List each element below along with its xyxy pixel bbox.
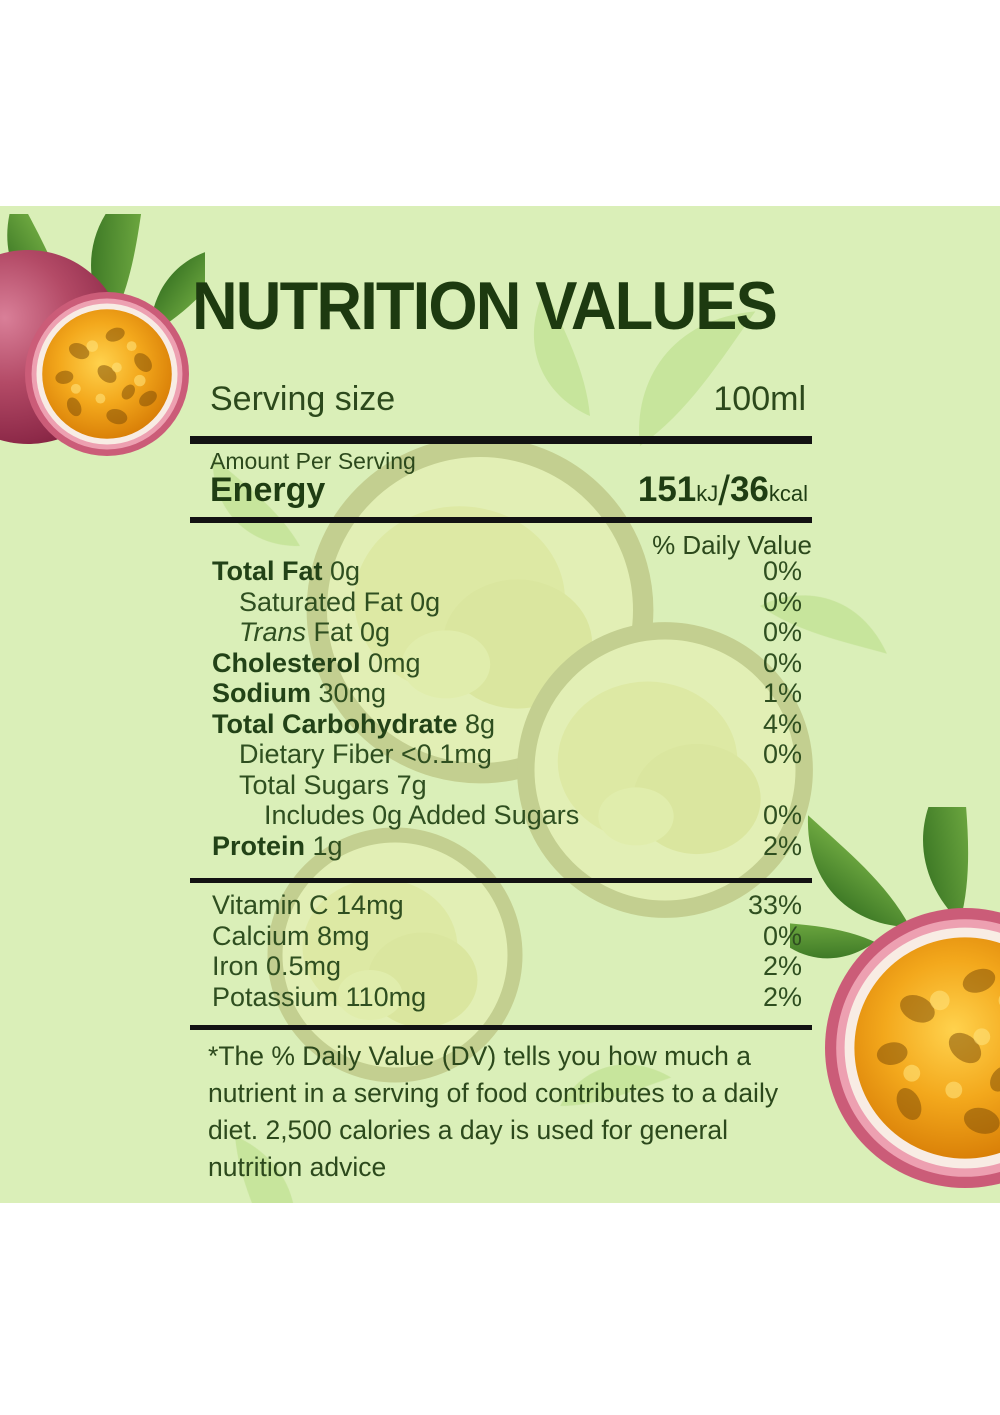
nutrient-row: Calcium 8mg 0% — [190, 921, 812, 952]
nutrient-row: Vitamin C 14mg 33% — [190, 890, 812, 921]
nutrient-name: Saturated Fat 0g — [239, 586, 441, 617]
nutrient-daily-value: 4% — [762, 708, 802, 739]
energy-value: 151kJ/36kcal — [638, 467, 808, 515]
passion-fruit-top-left-image — [0, 214, 205, 456]
nutrient-name: Calcium 8mg — [212, 920, 370, 951]
nutrient-row: Dietary Fiber <0.1mg 0% — [190, 739, 812, 770]
page-title: NUTRITION VALUES — [192, 268, 778, 344]
nutrient-name: Dietary Fiber <0.1mg — [239, 739, 492, 769]
passion-fruit-bottom-right-image — [790, 807, 1000, 1188]
nutrient-row: Sodium 30mg 1% — [190, 678, 812, 709]
energy-label: Energy — [210, 471, 326, 509]
energy-kj-unit: kJ — [696, 481, 719, 506]
nutrient-row: Iron 0.5mg 2% — [190, 951, 812, 982]
label-green-background: NUTRITION VALUES Serving size 100ml Amou… — [0, 206, 1000, 1203]
nutrient-name: Includes 0g Added Sugars — [264, 800, 580, 830]
nutrient-daily-value: 0% — [762, 800, 802, 830]
nutrient-daily-value: 0% — [762, 586, 802, 617]
nutrient-daily-value: 2% — [762, 951, 802, 981]
nutrient-row: Total Fat 0g 0% — [190, 556, 812, 587]
nutrient-name: Total Carbohydrate 8g — [212, 708, 496, 739]
nutrient-row: Potassium 110mg 2% — [190, 982, 812, 1013]
daily-value-footnote: *The % Daily Value (DV) tells you how mu… — [208, 1041, 779, 1182]
nutrient-daily-value: 2% — [762, 981, 802, 1012]
energy-row: Energy 151kJ/36kcal — [190, 467, 812, 515]
nutrient-name: Total Fat 0g — [212, 556, 361, 586]
energy-slash: / — [718, 467, 730, 514]
nutrient-name: Cholesterol 0mg — [212, 647, 421, 678]
serving-size-value: 100ml — [713, 380, 806, 418]
nutrient-daily-value: 0% — [762, 739, 802, 769]
nutrient-row: Saturated Fat 0g 0% — [190, 587, 812, 618]
nutrient-row: Includes 0g Added Sugars 0% — [190, 800, 812, 831]
nutrient-daily-value: 2% — [762, 830, 802, 861]
nutrient-name: Sodium 30mg — [212, 678, 387, 708]
nutrient-daily-value: 0% — [762, 647, 802, 678]
nutrient-daily-value: 0% — [762, 617, 802, 647]
divider-under-protein — [190, 878, 812, 883]
nutrient-daily-value: 0% — [762, 920, 802, 951]
divider-under-energy — [190, 517, 812, 523]
serving-size-label: Serving size — [210, 380, 396, 418]
nutrient-row: Protein 1g 2% — [190, 831, 812, 862]
nutrient-row: Total Carbohydrate 8g 4% — [190, 709, 812, 740]
energy-kcal-value: 36 — [729, 470, 769, 509]
serving-size-row: Serving size 100ml — [190, 380, 812, 419]
amount-per-serving-label: Amount Per Serving — [210, 448, 416, 474]
divider-under-minerals — [190, 1025, 812, 1030]
nutrient-name: Iron 0.5mg — [212, 951, 342, 981]
nutrient-daily-value: 0% — [762, 556, 802, 586]
divider-thick-top — [190, 436, 812, 444]
nutrient-row: Cholesterol 0mg 0% — [190, 648, 812, 679]
energy-kj-value: 151 — [637, 470, 697, 509]
nutrient-daily-value: 33% — [747, 890, 802, 920]
nutrient-daily-value: 1% — [762, 678, 802, 708]
daily-value-header: % Daily Value — [652, 530, 812, 560]
nutrient-row: Total Sugars 7g — [190, 770, 812, 801]
nutrient-row: Trans Fat 0g 0% — [190, 617, 812, 648]
nutrient-name: Potassium 110mg — [212, 981, 427, 1012]
nutrient-rows: Total Fat 0g 0% Saturated Fat 0g 0% Trans Fa… — [190, 556, 812, 861]
nutrient-name: Protein 1g — [212, 830, 343, 861]
nutrient-name: Total Sugars 7g — [239, 769, 427, 800]
vitamin-mineral-rows: Vitamin C 14mg 33% Calcium 8mg 0% Iron 0.5mg… — [190, 890, 812, 1012]
nutrient-name: Trans Fat 0g — [239, 617, 391, 647]
nutrient-name: Vitamin C 14mg — [212, 890, 404, 920]
energy-kcal-unit: kcal — [768, 481, 808, 506]
